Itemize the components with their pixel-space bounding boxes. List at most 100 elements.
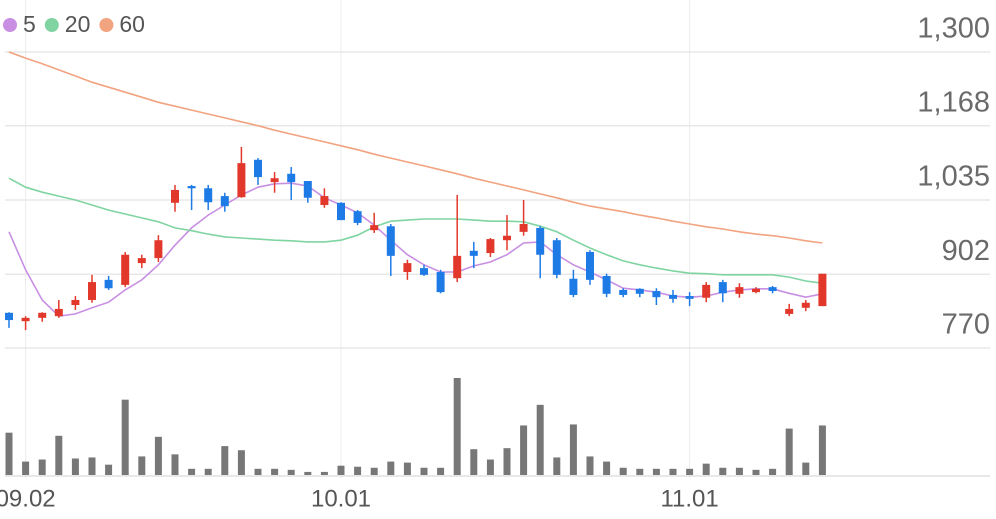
candle-body [5,312,13,321]
legend-label: 60 [119,11,145,37]
candle-body [436,272,445,293]
volume-bar [802,462,810,475]
candle-body [320,196,329,206]
candle-body [702,284,711,298]
volume-bar [354,466,362,475]
candle-body [88,282,96,300]
volume-bar [121,399,129,475]
volume-bar [437,467,445,475]
legend-marker [3,18,17,32]
volume-bar [752,469,760,475]
volume-bar [735,467,743,475]
volume-bar [38,459,46,475]
x-tick-label: 10.01 [311,485,371,512]
volume-bar [188,468,196,475]
volume-bar [686,468,694,475]
volume-bar [5,432,13,475]
candle-body [486,239,495,254]
candle-body [619,289,628,295]
volume-bar [636,468,644,475]
candle-body [818,273,827,307]
volume-bar [138,456,146,475]
candle-body [602,275,611,294]
candle-body [303,181,312,198]
candle-body [187,186,196,189]
volume-bar [287,469,295,475]
candle-body [503,235,511,241]
volume-bar [669,468,677,475]
candle-body [469,250,478,256]
candle-body [752,288,760,293]
candle-body [237,163,246,198]
volume-bar [586,456,594,475]
y-tick-label: 902 [942,235,990,267]
volume-bar [254,468,262,475]
candle-body [137,258,146,264]
candle-body [204,188,213,203]
volume-bar [387,461,395,475]
volume-bar [22,461,30,475]
candle-body [453,255,462,279]
candle-body [154,240,163,259]
candle-body [121,254,130,285]
volume-bar [769,468,777,475]
volume-bar [337,465,345,475]
candle-body [254,159,262,178]
volume-bar [520,425,528,475]
candle-body [801,302,810,308]
volume-bar [154,436,162,475]
volume-bar [204,468,212,475]
candle-body [652,291,661,298]
volume-bar [370,467,378,475]
candle-body [171,189,179,203]
candle-body [735,287,744,294]
volume-bar [221,446,229,475]
candle-body [21,317,30,322]
volume-bar [237,450,245,475]
volume-bar [486,459,494,475]
candle-body [685,296,694,299]
candle-body [71,299,80,305]
legend-label: 20 [65,11,91,37]
legend-marker [44,18,59,32]
candle-body [519,224,528,232]
candle-body [54,308,63,317]
volume-bar [785,428,793,475]
y-tick-label: 1,035 [917,161,990,193]
volume-bar [304,471,312,475]
candle-body [669,294,677,299]
volume-bar [603,461,611,475]
volume-bar [320,471,328,475]
volume-bar [420,467,428,475]
volume-bar [818,425,826,475]
volume-bar [536,404,544,475]
volume-bar [105,464,113,475]
ma-line [8,51,823,244]
candle-body [287,173,296,183]
candle-body [635,288,644,294]
volume-bar [569,424,577,475]
candle-body [718,282,727,294]
candle-body [768,287,777,292]
candle-body [270,178,279,183]
x-tick-label: 11.01 [660,485,718,512]
candle-body [38,312,47,318]
candle-body [536,227,545,255]
candle-body [420,268,428,275]
legend-marker [99,18,114,32]
volume-bar [553,457,561,475]
volume-bar [652,468,660,475]
volume-bar [271,468,279,475]
x-tick-label: 09.02 [0,485,56,512]
y-tick-label: 1,300 [917,13,990,45]
candle-body [386,226,395,256]
ma-line [8,182,823,318]
volume-bar [171,454,179,475]
volume-bar [403,462,411,475]
candle-body [370,225,379,231]
volume-bar [619,467,627,475]
candle-body [220,196,229,207]
candle-body [569,278,578,295]
